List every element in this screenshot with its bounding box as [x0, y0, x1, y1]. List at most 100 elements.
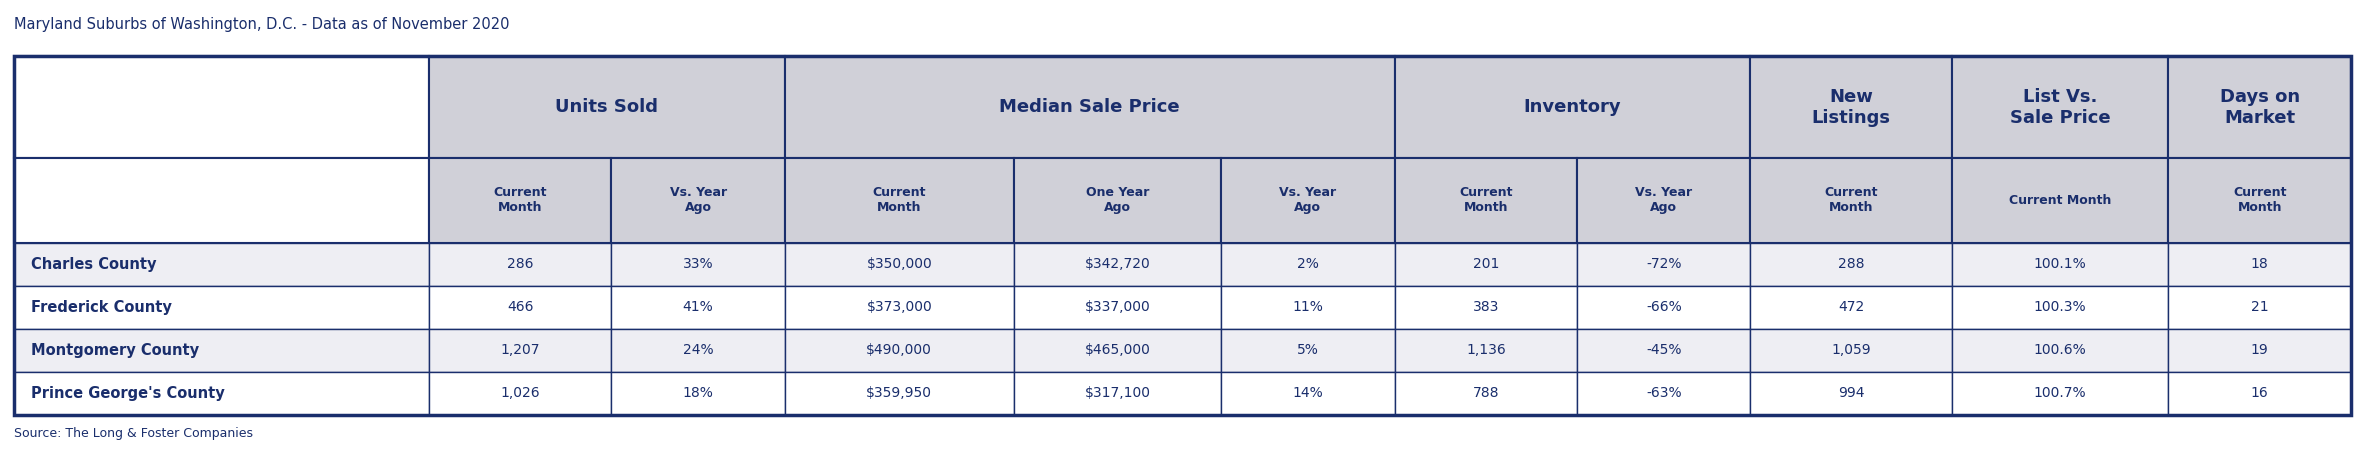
Bar	[613, 286, 785, 329]
Bar	[2169, 158, 2351, 243]
Bar	[785, 372, 1015, 415]
Bar	[1577, 286, 1750, 329]
Bar	[613, 329, 785, 372]
Text: 994: 994	[1838, 386, 1864, 400]
Text: -72%: -72%	[1646, 257, 1682, 271]
Bar	[785, 158, 1015, 243]
Text: New
Listings: New Listings	[1812, 88, 1890, 126]
Text: 41%: 41%	[683, 300, 714, 314]
Text: Vs. Year
Ago: Vs. Year Ago	[1279, 187, 1336, 215]
Bar	[14, 286, 428, 329]
Text: 24%: 24%	[683, 343, 714, 357]
Bar	[1220, 243, 1395, 286]
Bar	[1395, 286, 1577, 329]
Bar	[785, 243, 1015, 286]
Text: 466: 466	[506, 300, 534, 314]
Text: Current
Month: Current Month	[873, 187, 927, 215]
Bar	[1015, 372, 1220, 415]
Text: 19: 19	[2251, 343, 2268, 357]
Bar	[785, 286, 1015, 329]
Bar	[2169, 286, 2351, 329]
Bar	[1015, 329, 1220, 372]
Text: $359,950: $359,950	[866, 386, 932, 400]
Text: 1,059: 1,059	[1831, 343, 1871, 357]
Text: $337,000: $337,000	[1086, 300, 1149, 314]
Bar	[1951, 286, 2169, 329]
Bar	[1395, 158, 1577, 243]
Text: Prince George's County: Prince George's County	[31, 386, 225, 401]
Text: 11%: 11%	[1291, 300, 1324, 314]
Text: 1,207: 1,207	[501, 343, 539, 357]
Bar	[1951, 372, 2169, 415]
Bar	[1220, 158, 1395, 243]
Bar	[1750, 158, 1951, 243]
Bar	[1395, 329, 1577, 372]
Text: -63%: -63%	[1646, 386, 1682, 400]
Text: $465,000: $465,000	[1086, 343, 1149, 357]
Text: Current
Month: Current Month	[1459, 187, 1514, 215]
Text: Vs. Year
Ago: Vs. Year Ago	[669, 187, 726, 215]
Bar	[2169, 243, 2351, 286]
Text: Current
Month: Current Month	[2233, 187, 2287, 215]
Bar	[1577, 243, 1750, 286]
Text: 288: 288	[1838, 257, 1864, 271]
Text: -45%: -45%	[1646, 343, 1682, 357]
Text: 383: 383	[1473, 300, 1499, 314]
Text: Charles County: Charles County	[31, 257, 156, 272]
Text: Current
Month: Current Month	[494, 187, 546, 215]
Text: $350,000: $350,000	[866, 257, 932, 271]
Bar	[1015, 158, 1220, 243]
Bar	[1750, 372, 1951, 415]
Text: 100.6%: 100.6%	[2034, 343, 2086, 357]
Bar	[1577, 372, 1750, 415]
Bar	[1750, 286, 1951, 329]
Bar	[14, 56, 428, 158]
Text: $373,000: $373,000	[866, 300, 932, 314]
Text: 16: 16	[2251, 386, 2268, 400]
Bar	[1750, 243, 1951, 286]
Bar	[2169, 56, 2351, 158]
Bar	[613, 243, 785, 286]
Bar	[1220, 286, 1395, 329]
Bar	[613, 158, 785, 243]
Text: $490,000: $490,000	[866, 343, 932, 357]
Bar	[428, 372, 613, 415]
Text: Inventory: Inventory	[1523, 98, 1622, 116]
Text: Median Sale Price: Median Sale Price	[1000, 98, 1180, 116]
Bar	[428, 329, 613, 372]
Bar	[428, 286, 613, 329]
Bar	[1395, 56, 1750, 158]
Text: Frederick County: Frederick County	[31, 300, 173, 315]
Bar	[785, 329, 1015, 372]
Bar	[2169, 372, 2351, 415]
Bar	[428, 56, 785, 158]
Bar	[14, 243, 428, 286]
Bar	[1750, 329, 1951, 372]
Text: Days on
Market: Days on Market	[2221, 88, 2299, 126]
Bar	[1395, 372, 1577, 415]
Bar	[14, 158, 428, 243]
Bar	[14, 329, 428, 372]
Bar	[14, 56, 2351, 415]
Text: List Vs.
Sale Price: List Vs. Sale Price	[2010, 88, 2110, 126]
Text: 100.1%: 100.1%	[2034, 257, 2086, 271]
Bar	[1220, 329, 1395, 372]
Bar	[14, 372, 428, 415]
Text: Current
Month: Current Month	[1823, 187, 1878, 215]
Text: Vs. Year
Ago: Vs. Year Ago	[1634, 187, 1693, 215]
Bar	[1951, 243, 2169, 286]
Bar	[1951, 158, 2169, 243]
Text: Units Sold: Units Sold	[556, 98, 657, 116]
Bar	[428, 243, 613, 286]
Bar	[1015, 243, 1220, 286]
Text: 100.3%: 100.3%	[2034, 300, 2086, 314]
Text: Source: The Long & Foster Companies: Source: The Long & Foster Companies	[14, 427, 253, 440]
Text: 1,136: 1,136	[1466, 343, 1507, 357]
Bar	[1395, 243, 1577, 286]
Bar	[2169, 329, 2351, 372]
Text: Current Month: Current Month	[2008, 194, 2112, 207]
Bar	[1577, 329, 1750, 372]
Bar	[1015, 286, 1220, 329]
Text: Maryland Suburbs of Washington, D.C. - Data as of November 2020: Maryland Suburbs of Washington, D.C. - D…	[14, 16, 508, 32]
Text: $342,720: $342,720	[1086, 257, 1149, 271]
